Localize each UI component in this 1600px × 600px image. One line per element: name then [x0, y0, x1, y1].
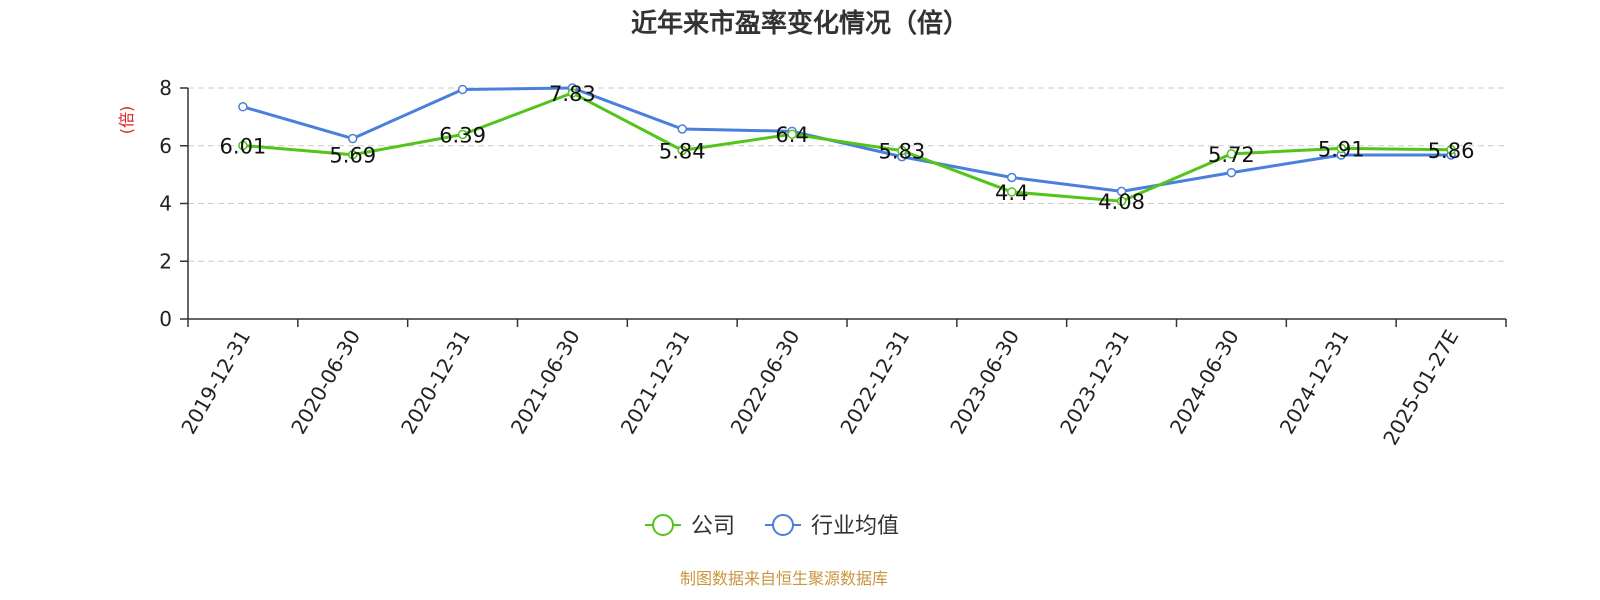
series-line	[242, 86, 1452, 193]
data-source-note: 制图数据来自恒生聚源数据库	[680, 569, 888, 588]
x-tick-label: 2023-06-30	[945, 326, 1024, 439]
data-point[interactable]	[1116, 196, 1127, 206]
data-label: 6.4	[775, 123, 808, 147]
data-point[interactable]	[1226, 149, 1237, 159]
legend-label: 行业均值	[811, 514, 899, 539]
axes: 0 2 4 6 8 2019-12-31 2020-06-30 2020-12-31 2021-…	[159, 76, 1507, 450]
x-tick-label: 2022-06-30	[726, 326, 805, 439]
data-point[interactable]	[348, 149, 358, 160]
chart-title: 近年来市盈率变化情况（倍）	[631, 8, 969, 39]
data-point[interactable]	[238, 102, 248, 112]
data-label: 4.4	[995, 181, 1028, 205]
data-label: 5.83	[879, 140, 926, 164]
x-tick-label: 2021-06-30	[506, 326, 585, 439]
data-label: 5.84	[659, 139, 706, 163]
x-tick-label: 2022-12-31	[835, 326, 914, 439]
y-tick-label: 0	[159, 307, 172, 331]
data-point[interactable]	[677, 124, 687, 134]
data-point[interactable]	[677, 145, 687, 156]
x-tick-label: 2024-12-31	[1275, 326, 1354, 439]
x-tick-label: 2021-12-31	[616, 326, 695, 439]
data-point[interactable]	[348, 133, 358, 144]
data-point[interactable]	[457, 129, 468, 140]
data-point[interactable]	[457, 84, 468, 95]
x-tick-label: 2024-06-30	[1165, 326, 1244, 439]
x-tick-label: 2020-06-30	[286, 326, 365, 439]
y-tick-label: 8	[159, 76, 172, 100]
legend-label: 公司	[691, 514, 735, 539]
y-tick-label: 6	[159, 134, 172, 158]
x-tick-label: 2019-12-31	[176, 326, 255, 439]
x-tick-label: 2020-12-31	[396, 326, 475, 439]
data-point[interactable]	[897, 145, 907, 156]
data-point[interactable]	[1007, 187, 1017, 197]
data-point[interactable]	[567, 88, 578, 98]
x-tick-label: 2023-12-31	[1055, 326, 1134, 439]
data-label: 5.86	[1428, 139, 1475, 163]
data-label: 6.01	[220, 134, 267, 158]
data-point[interactable]	[787, 129, 797, 139]
data-point[interactable]	[1226, 167, 1237, 178]
data-labels: 6.01 5.69 6.39 7.83 5.84 6.4 5.83 4.4 4.08 5.72 5.…	[220, 82, 1475, 214]
data-label: 5.91	[1318, 137, 1365, 161]
data-point[interactable]	[1446, 145, 1456, 155]
data-point[interactable]	[1116, 186, 1127, 197]
legend-marker	[652, 514, 674, 536]
data-label: 5.72	[1208, 143, 1255, 167]
data-label: 4.08	[1098, 190, 1145, 214]
series-line	[242, 91, 1452, 203]
data-label: 7.83	[549, 82, 596, 106]
data-label: 6.39	[439, 123, 486, 147]
series-group	[238, 83, 1456, 206]
x-tick-label: 2025-01-27E	[1378, 326, 1463, 450]
data-point[interactable]	[1336, 143, 1346, 154]
y-tick-label: 2	[159, 249, 172, 273]
y-tick-label: 4	[159, 192, 172, 216]
legend-item[interactable]: 行业均值	[765, 514, 899, 539]
legend-marker	[772, 514, 794, 536]
data-point[interactable]	[1007, 172, 1017, 183]
y-axis-label: (倍)	[117, 106, 136, 135]
grid-lines	[188, 87, 1506, 262]
legend-item[interactable]: 公司	[645, 514, 735, 539]
data-label: 5.69	[329, 144, 376, 168]
legend[interactable]: 公司 行业均值	[645, 514, 899, 539]
data-point[interactable]	[238, 140, 248, 151]
